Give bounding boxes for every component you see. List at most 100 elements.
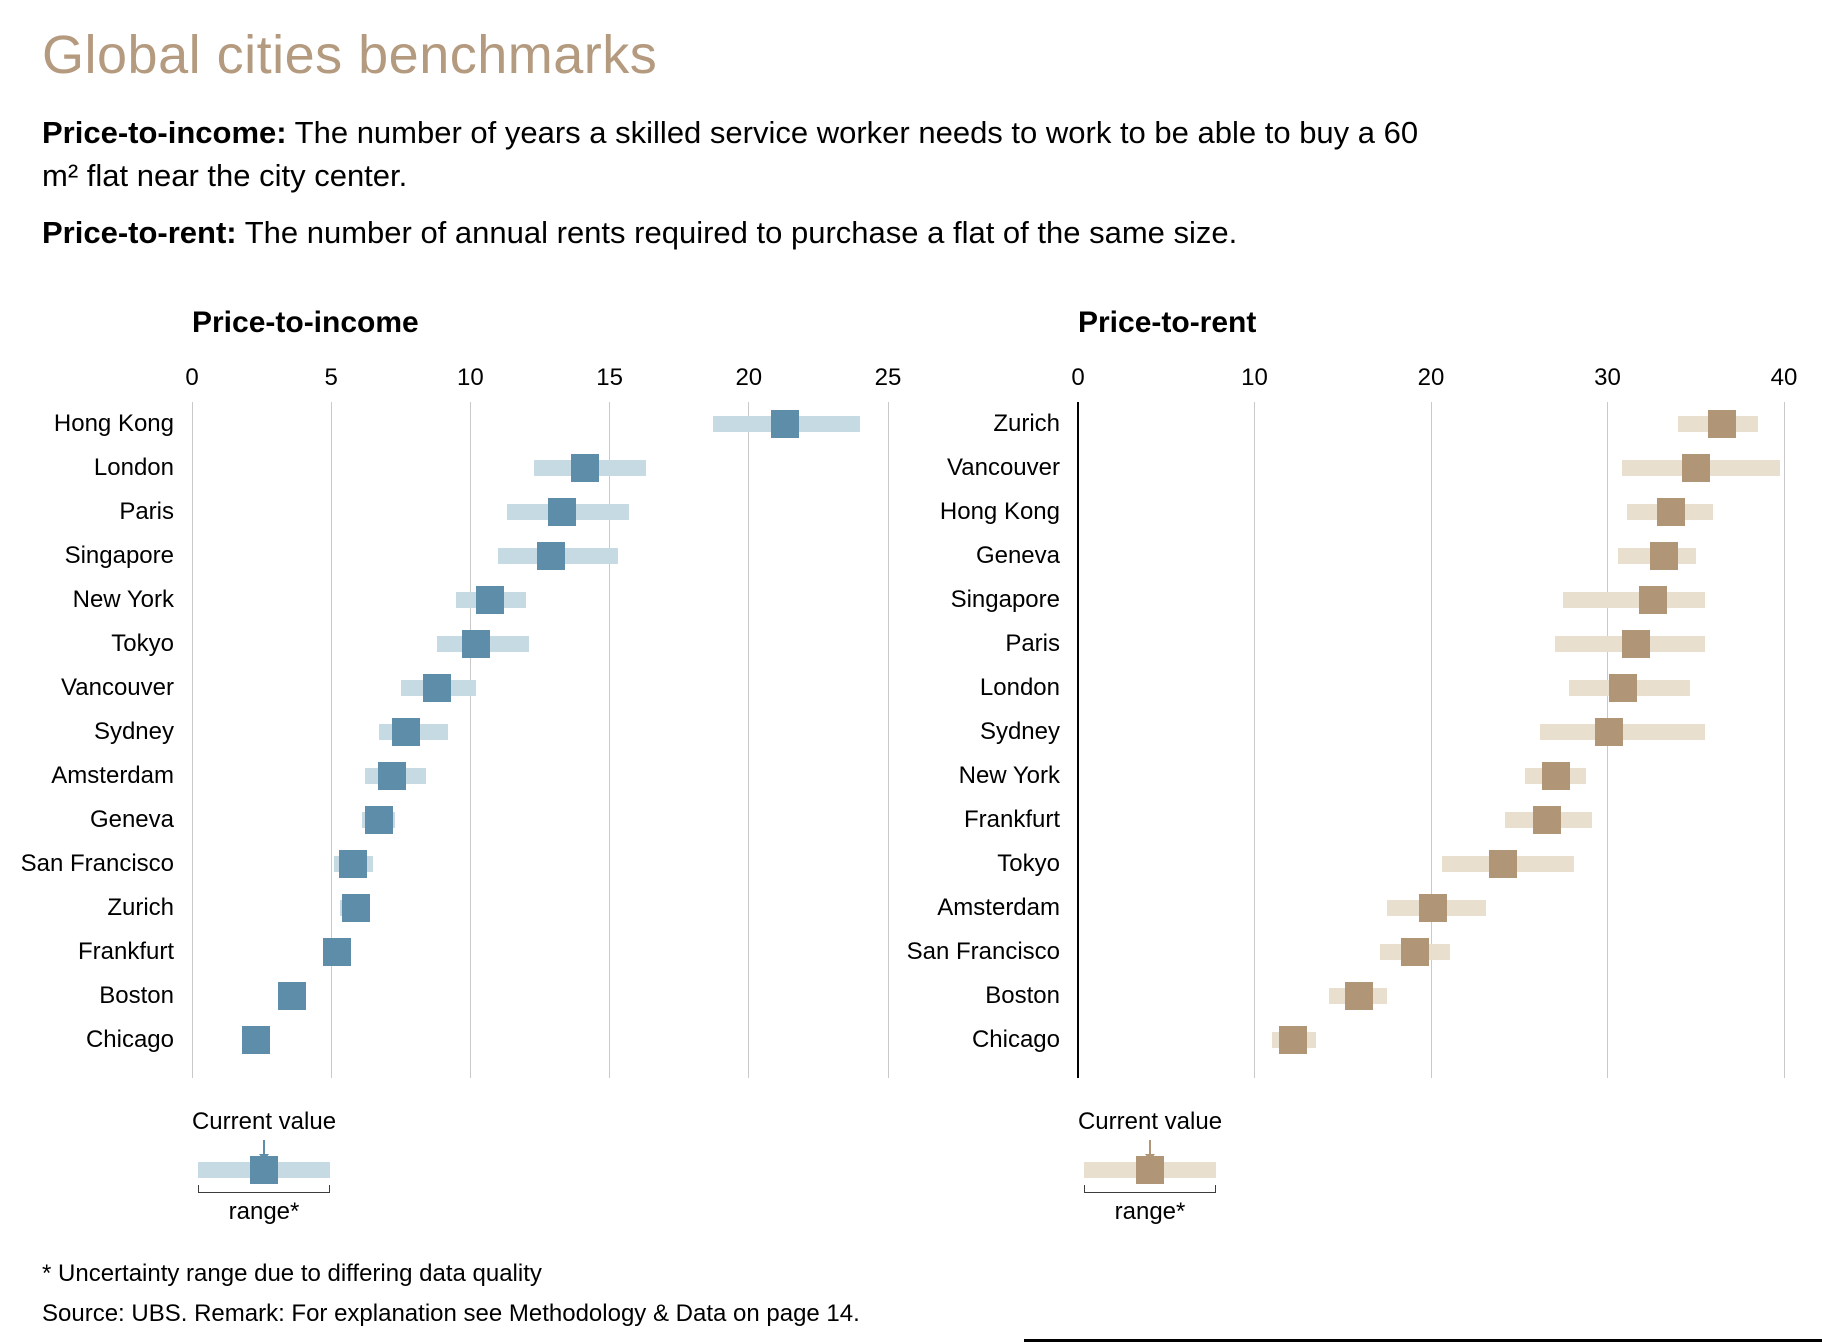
city-label: Sydney bbox=[979, 718, 1060, 746]
arrow-line bbox=[1149, 1140, 1151, 1155]
chart-title: Price-to-income bbox=[192, 306, 419, 340]
chart-row: Paris bbox=[119, 490, 888, 534]
current-value-marker bbox=[1681, 454, 1710, 483]
x-axis-ticks: 0 5 10 15 20 25 bbox=[185, 350, 901, 402]
legend-current-value-marker bbox=[1136, 1156, 1164, 1185]
footnote: * Uncertainty range due to differing dat… bbox=[42, 1260, 542, 1288]
chart-row: Amsterdam bbox=[51, 754, 888, 798]
tick-label: 0 bbox=[1071, 364, 1085, 392]
current-value-marker bbox=[1344, 982, 1373, 1011]
legend: Current value range* bbox=[192, 1108, 336, 1226]
arrow-line bbox=[263, 1140, 265, 1155]
chart-row: Boston bbox=[99, 974, 888, 1018]
uncertainty-range-bar bbox=[1563, 592, 1705, 609]
chart-row: Hong Kong bbox=[940, 490, 1784, 534]
legend-current-value-label: Current value bbox=[191, 1108, 337, 1136]
chart-row: Hong Kong bbox=[54, 402, 888, 446]
tick-label: 10 bbox=[457, 364, 484, 392]
current-value-marker bbox=[1489, 850, 1518, 879]
chart-row: Frankfurt bbox=[78, 930, 888, 974]
tick-label: 15 bbox=[596, 364, 623, 392]
legend-range-label: range* bbox=[228, 1198, 300, 1226]
city-label: Boston bbox=[99, 982, 174, 1010]
current-value-marker bbox=[1418, 894, 1447, 923]
city-label: Frankfurt bbox=[77, 938, 174, 966]
gridline bbox=[748, 402, 750, 1079]
current-value-marker bbox=[1708, 410, 1737, 439]
current-value-marker bbox=[1621, 630, 1650, 659]
gridline bbox=[1430, 402, 1432, 1079]
city-label: San Francisco bbox=[906, 938, 1060, 966]
definition-term: Price-to-rent: bbox=[42, 214, 237, 250]
chart-row: Sydney bbox=[980, 710, 1784, 754]
city-label: Geneva bbox=[89, 806, 174, 834]
gridlines bbox=[191, 402, 889, 1079]
gridline bbox=[469, 402, 471, 1079]
page-title: Global cities benchmarks bbox=[42, 25, 658, 85]
definition-term: Price-to-income: bbox=[42, 115, 287, 150]
legend-range-bracket bbox=[198, 1185, 330, 1194]
legend-current-value-marker bbox=[250, 1156, 278, 1185]
city-label: London bbox=[979, 674, 1060, 702]
gridline bbox=[191, 402, 193, 1079]
chart-rows: Hong Kong London Paris Singapore New York Tok… bbox=[21, 402, 888, 1078]
current-value-marker bbox=[392, 718, 421, 747]
city-label: New York bbox=[72, 586, 174, 614]
city-label: Singapore bbox=[950, 586, 1060, 614]
current-value-marker bbox=[339, 850, 368, 879]
price-to-income-definition: Price-to-income: The number of years a s… bbox=[42, 112, 1442, 198]
gridline bbox=[1783, 402, 1785, 1079]
tick-label: 30 bbox=[1594, 364, 1621, 392]
chart-row: Zurich bbox=[993, 402, 1784, 446]
city-label: Tokyo bbox=[997, 850, 1060, 878]
city-label: Geneva bbox=[975, 542, 1060, 570]
city-label: Boston bbox=[985, 982, 1060, 1010]
current-value-marker bbox=[548, 498, 577, 527]
legend-current-value-label: Current value bbox=[1077, 1108, 1223, 1136]
current-value-marker bbox=[1401, 938, 1430, 967]
chart-row: Zurich bbox=[107, 886, 888, 930]
city-label: New York bbox=[958, 762, 1060, 790]
tick-label: 25 bbox=[874, 364, 902, 392]
x-axis-ticks: 0 10 20 30 40 bbox=[1071, 350, 1797, 402]
price-to-income-chart: Price-to-income 0 5 10 15 20 25 Hong Kong Lond… bbox=[21, 306, 902, 1226]
legend: Current value range* bbox=[1078, 1108, 1222, 1226]
chart-row: San Francisco bbox=[907, 930, 1784, 974]
city-label: Hong Kong bbox=[939, 498, 1060, 526]
city-label: Hong Kong bbox=[53, 410, 174, 438]
legend-range-bar bbox=[198, 1156, 330, 1185]
chart-row: Sydney bbox=[94, 710, 888, 754]
chart-rows: Zurich Vancouver Hong Kong Geneva Singapore P… bbox=[907, 402, 1784, 1078]
zero-axis-line bbox=[1077, 402, 1079, 1079]
price-to-rent-definition: Price-to-rent: The number of annual rent… bbox=[42, 212, 1442, 255]
city-label: Paris bbox=[1005, 630, 1060, 658]
chart-row: Singapore bbox=[65, 534, 888, 578]
current-value-marker bbox=[242, 1026, 271, 1055]
definition-text: The number of years a skilled service wo… bbox=[42, 115, 1419, 193]
current-value-marker bbox=[770, 410, 799, 439]
tick-label: 20 bbox=[735, 364, 763, 392]
chart-row: Vancouver bbox=[61, 666, 888, 710]
tick-label: 20 bbox=[1417, 364, 1445, 392]
city-label: Frankfurt bbox=[963, 806, 1060, 834]
legend-range-bracket bbox=[1084, 1185, 1216, 1194]
city-label: Vancouver bbox=[61, 674, 174, 702]
city-label: Sydney bbox=[93, 718, 174, 746]
current-value-marker bbox=[1595, 718, 1624, 747]
tick-label: 10 bbox=[1241, 364, 1268, 392]
chart-row: Geneva bbox=[976, 534, 1784, 578]
city-label: San Francisco bbox=[20, 850, 174, 878]
chart-row: London bbox=[94, 446, 888, 490]
current-value-marker bbox=[461, 630, 490, 659]
charts-container: Price-to-income 0 5 10 15 20 25 Hong Kong Lond… bbox=[21, 306, 1798, 1226]
chart-row: Chicago bbox=[972, 1018, 1784, 1062]
city-label: London bbox=[93, 454, 174, 482]
current-value-marker bbox=[422, 674, 451, 703]
city-label: Zurich bbox=[993, 410, 1060, 438]
gridline bbox=[609, 402, 611, 1079]
bottom-divider bbox=[1024, 1339, 1822, 1342]
chart-row: Geneva bbox=[90, 798, 888, 842]
price-to-rent-chart: Price-to-rent 0 10 20 30 40 Zurich Vancouver H… bbox=[907, 306, 1798, 1226]
current-value-marker bbox=[570, 454, 599, 483]
